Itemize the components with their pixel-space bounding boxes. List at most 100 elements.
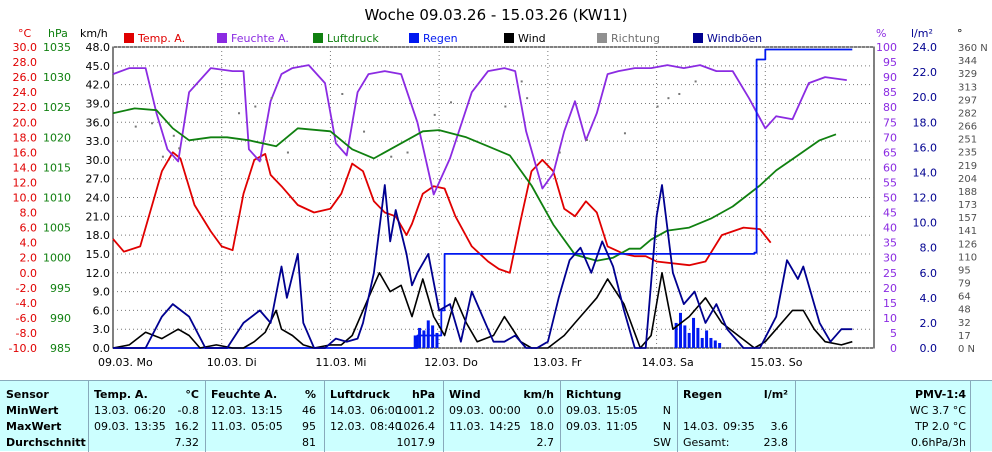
tick-rain: 14.0	[913, 166, 938, 179]
chart-title: Woche 09.03.26 - 15.03.26 (KW11)	[364, 6, 627, 24]
tick-temp: 2.0	[20, 252, 38, 265]
tick-wind: 0.0	[93, 342, 111, 355]
tick-hum: 15	[883, 297, 897, 310]
day-label: 12.03. Do	[424, 356, 478, 369]
row-label-max: MaxWert	[6, 420, 62, 433]
tick-temp: 30.0	[13, 41, 38, 54]
tick-hum: 25	[883, 267, 897, 280]
tick-dir: 266	[958, 122, 977, 133]
direction-point	[450, 101, 453, 104]
stat-col2-max-time: 08:40	[370, 420, 402, 433]
tick-rain: 16.0	[913, 141, 938, 154]
tick-temp: 12.0	[13, 176, 38, 189]
regen-unit: l/m²	[763, 388, 788, 401]
tick-press: 1010	[43, 192, 71, 205]
tick-wind: 6.0	[93, 304, 111, 317]
tick-hum: 5	[890, 327, 897, 340]
stat-col2-max-date: 12.03.	[330, 420, 365, 433]
tick-temp: -10.0	[9, 342, 37, 355]
day-label: 13.03. Fr	[533, 356, 582, 369]
direction-point	[526, 97, 529, 100]
tick-dir: 282	[958, 108, 977, 119]
legend-label-rain: Regen	[423, 32, 458, 45]
tick-dir: 17	[958, 331, 971, 342]
stat-col4-max: N	[662, 420, 671, 433]
rain-bar	[696, 327, 700, 348]
rain-bar	[678, 312, 682, 348]
tick-rain: 20.0	[913, 91, 938, 104]
rain-bar	[431, 325, 435, 348]
tick-dir: 219	[958, 161, 977, 172]
rain-bar	[713, 340, 717, 348]
tick-dir: 188	[958, 187, 977, 198]
day-label: 15.03. So	[750, 356, 802, 369]
direction-point	[172, 134, 175, 137]
tick-rain: 18.0	[913, 116, 938, 129]
pmv-title: PMV-1:4	[915, 388, 966, 401]
tick-wind: 36.0	[86, 116, 111, 129]
day-label: 11.03. Mi	[315, 356, 366, 369]
day-label: 10.03. Di	[207, 356, 257, 369]
tick-wind: 24.0	[86, 192, 111, 205]
tick-dir: 344	[958, 56, 977, 67]
stat-col0-max-date: 09.03.	[94, 420, 129, 433]
direction-point	[623, 132, 626, 135]
tick-hum: 90	[883, 71, 897, 84]
direction-point	[558, 151, 561, 154]
stat-col3-max-time: 14:25	[489, 420, 521, 433]
regen-total-label: Gesamt:	[683, 436, 730, 449]
direction-point	[678, 92, 681, 95]
tick-rain: 6.0	[920, 267, 938, 280]
unit-hum: %	[876, 27, 886, 40]
series-press	[112, 107, 837, 262]
tick-hum: 60	[883, 161, 897, 174]
tick-rain: 24.0	[913, 41, 938, 54]
tick-hum: 55	[883, 176, 897, 189]
stat-col0-min-date: 13.03.	[94, 404, 129, 417]
direction-point	[406, 151, 409, 154]
stat-col3-header: Wind	[449, 388, 481, 401]
tick-hum: 100	[876, 41, 897, 54]
tick-press: 990	[50, 312, 71, 325]
direction-point	[694, 80, 697, 83]
legend-swatch-dir	[597, 33, 607, 43]
legend-label-press: Luftdruck	[327, 32, 379, 45]
tick-wind: 3.0	[93, 323, 111, 336]
tick-temp: 20.0	[13, 116, 38, 129]
legend-swatch-gust	[693, 33, 703, 43]
regen-total: 23.8	[763, 436, 789, 449]
direction-point	[363, 130, 366, 133]
tick-dir: 0 N	[958, 344, 975, 355]
stat-col2-min-time: 06:00	[370, 404, 402, 417]
tick-hum: 75	[883, 116, 897, 129]
tick-wind: 48.0	[86, 41, 111, 54]
tick-wind: 21.0	[86, 210, 111, 223]
stat-col4-max-time: 11:05	[606, 420, 638, 433]
tick-dir: 360 N	[958, 43, 988, 54]
legend-label-wind: Wind	[518, 32, 546, 45]
stat-col2-min-date: 14.03.	[330, 404, 365, 417]
rain-bar	[718, 342, 722, 348]
tick-temp: 16.0	[13, 146, 38, 159]
direction-point	[151, 122, 154, 125]
tick-rain: 2.0	[920, 317, 938, 330]
tick-rain: 8.0	[920, 242, 938, 255]
direction-point	[504, 105, 507, 108]
pmv-trend: 0.6hPa/3h	[910, 436, 966, 449]
tick-dir: 110	[958, 252, 977, 263]
tick-dir: 173	[958, 200, 977, 211]
rain-bar	[705, 330, 709, 348]
tick-temp: -2.0	[16, 282, 37, 295]
tick-hum: 70	[883, 131, 897, 144]
unit-temp: °C	[18, 27, 32, 40]
direction-point	[585, 138, 588, 141]
stat-col2-avg: 1017.9	[396, 436, 436, 449]
legend-swatch-press	[313, 33, 323, 43]
stat-col3-min: 0.0	[536, 404, 555, 417]
tick-dir: 313	[958, 82, 977, 93]
tick-dir: 235	[958, 148, 977, 159]
pmv-dewpoint: TP 2.0 °C	[914, 420, 966, 433]
stat-col0-unit: °C	[185, 388, 199, 401]
direction-point	[254, 105, 257, 108]
tick-dir: 126	[958, 239, 977, 250]
